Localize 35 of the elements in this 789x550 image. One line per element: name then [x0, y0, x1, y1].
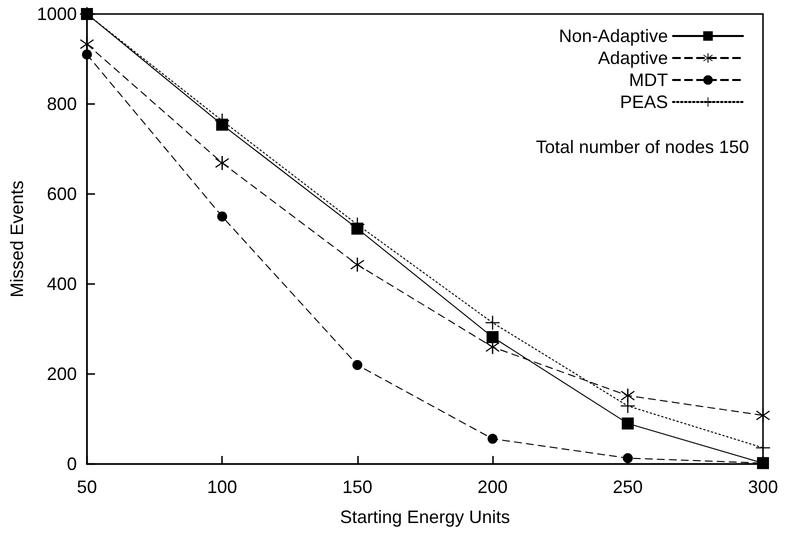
legend-label: Non-Adaptive — [558, 26, 668, 46]
x-tick-label: 300 — [748, 477, 778, 497]
y-tick-label: 1000 — [36, 4, 77, 24]
point — [486, 316, 500, 330]
x-tick-label: 150 — [342, 477, 372, 497]
annotation: Total number of nodes 150 — [536, 137, 750, 157]
y-axis-title: Missed Events — [7, 180, 27, 298]
y-tick-label: 400 — [46, 274, 77, 294]
legend-label: MDT — [629, 70, 668, 90]
point — [756, 440, 770, 455]
x-tick-label: 100 — [207, 477, 238, 497]
point — [486, 340, 500, 354]
y-tick-label: 800 — [46, 94, 77, 114]
x-tick-label: 200 — [478, 477, 508, 497]
point — [352, 360, 362, 370]
point — [622, 418, 634, 430]
legend-label: Adaptive — [598, 48, 668, 68]
point — [756, 408, 770, 422]
y-tick-label: 600 — [46, 184, 77, 204]
point — [215, 156, 230, 170]
point — [620, 388, 635, 403]
point — [486, 331, 499, 344]
x-tick-label: 250 — [612, 477, 643, 497]
point — [80, 37, 94, 52]
x-axis-title: Starting Energy Units — [340, 507, 510, 527]
x-tick-label: 50 — [76, 477, 97, 497]
point — [620, 398, 635, 413]
y-tick-label: 200 — [46, 364, 77, 384]
point — [217, 212, 228, 222]
point — [622, 453, 633, 464]
point — [82, 50, 92, 60]
point — [350, 258, 364, 272]
legend-label: PEAS — [620, 92, 668, 112]
y-tick-label: 0 — [66, 454, 77, 474]
point — [488, 434, 498, 444]
